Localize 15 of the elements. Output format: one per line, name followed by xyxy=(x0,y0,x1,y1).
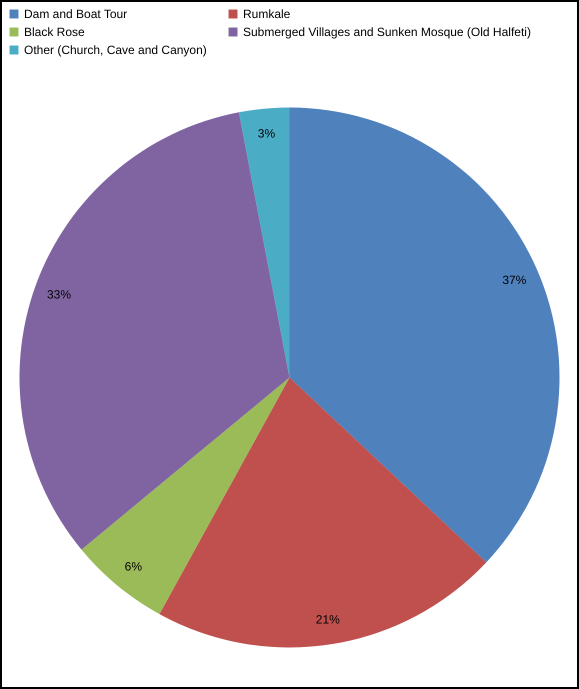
legend-label: Other (Church, Cave and Canyon) xyxy=(24,43,207,57)
data-label: 21% xyxy=(316,612,340,626)
legend-label: Black Rose xyxy=(24,25,86,39)
data-label: 33% xyxy=(46,288,72,302)
pie-slice xyxy=(238,108,290,378)
pie-slice xyxy=(159,378,486,648)
legend-label: Submerged Villages and Sunken Mosque (Old Halfeti) xyxy=(243,25,531,39)
data-label: 37% xyxy=(502,273,527,288)
legend-label: Rumkale xyxy=(243,7,291,21)
pie-slice xyxy=(81,378,290,614)
data-label: 3% xyxy=(258,126,276,141)
pie-slice xyxy=(20,112,290,550)
pie-slice xyxy=(290,108,560,562)
data-label: 6% xyxy=(124,559,142,574)
legend-label: Dam and Boat Tour xyxy=(24,7,128,21)
